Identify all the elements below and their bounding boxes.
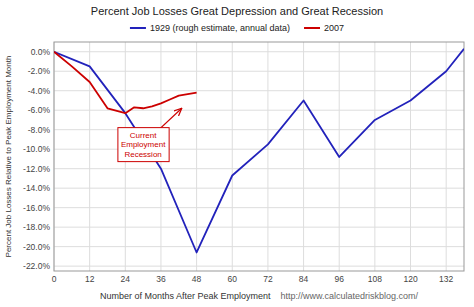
annotation-line: Current bbox=[130, 131, 157, 140]
annotation-text: CurrentEmploymentRecession bbox=[121, 131, 166, 159]
y-grid-line bbox=[54, 168, 464, 169]
y-tick-label: -6.0% bbox=[28, 105, 51, 115]
y-grid-line bbox=[54, 90, 464, 91]
y-tick-label: -10.0% bbox=[23, 144, 50, 154]
lines bbox=[54, 49, 464, 253]
x-grid-line bbox=[232, 42, 233, 271]
x-tick-label: 60 bbox=[228, 274, 238, 284]
y-tick-label: -20.0% bbox=[23, 242, 50, 252]
legend-swatch bbox=[130, 27, 146, 29]
y-tick-label: -16.0% bbox=[23, 203, 50, 213]
x-tick-label: 72 bbox=[263, 274, 273, 284]
x-grid-line bbox=[267, 42, 268, 271]
x-tick-label: 36 bbox=[156, 274, 166, 284]
y-grid-line bbox=[54, 149, 464, 150]
x-tick-label: 96 bbox=[334, 274, 344, 284]
y-grid-line bbox=[54, 227, 464, 228]
watermark: http://www.calculatedriskblog.com/ bbox=[281, 291, 419, 301]
title: Percent Job Losses Great Depression and … bbox=[91, 5, 383, 17]
y-tick-label: -14.0% bbox=[23, 183, 50, 193]
y-tick-label: -22.0% bbox=[23, 261, 50, 271]
plot-frame bbox=[54, 42, 464, 271]
x-grid-line bbox=[410, 42, 411, 271]
annotation: CurrentEmploymentRecession bbox=[118, 108, 182, 161]
y-tick-label: -8.0% bbox=[28, 125, 51, 135]
x-tick-label: 12 bbox=[85, 274, 95, 284]
y-grid-line bbox=[54, 207, 464, 208]
legend: 1929 (rough estimate, annual data) 2007 bbox=[130, 23, 344, 33]
x-grid-line bbox=[446, 42, 447, 271]
x-tick-label: 48 bbox=[192, 274, 202, 284]
y-grid-line bbox=[54, 51, 464, 52]
series-line bbox=[54, 49, 464, 253]
x-grid-line bbox=[89, 42, 90, 271]
annotation-line: Employment bbox=[121, 140, 166, 149]
y-grid-line bbox=[54, 246, 464, 247]
x-grid-line bbox=[196, 42, 197, 271]
x-grid-line bbox=[303, 42, 304, 271]
annotation-box bbox=[118, 128, 169, 162]
y-grid-line bbox=[54, 266, 464, 267]
x-tick-label: 0 bbox=[52, 274, 57, 284]
legend-swatch bbox=[304, 27, 320, 29]
x-tick-label: 120 bbox=[403, 274, 417, 284]
series-line bbox=[54, 52, 197, 113]
y-tick-label: -4.0% bbox=[28, 86, 51, 96]
x-axis-title: Number of Months After Peak Employment bbox=[100, 291, 271, 301]
annotation-line: Recession bbox=[124, 150, 161, 159]
y-tick-label: -2.0% bbox=[28, 66, 51, 76]
grid bbox=[54, 42, 464, 271]
x-tick-label: 132 bbox=[439, 274, 453, 284]
y-axis-label: Percent Job Losses Relative to Peak Empl… bbox=[4, 56, 13, 258]
x-tick-label: 24 bbox=[121, 274, 131, 284]
x-axis-label: Number of Months After Peak Employment ht… bbox=[100, 291, 419, 301]
y-grid-line bbox=[54, 71, 464, 72]
y-grid-line bbox=[54, 129, 464, 130]
y-tick-label: -12.0% bbox=[23, 164, 50, 174]
x-grid-line bbox=[374, 42, 375, 271]
legend-label: 2007 bbox=[324, 23, 344, 33]
x-tick-label: 108 bbox=[368, 274, 382, 284]
y-grid-line bbox=[54, 188, 464, 189]
legend-label: 1929 (rough estimate, annual data) bbox=[150, 23, 290, 33]
chart: Percent Job Losses Great Depression and … bbox=[0, 0, 474, 307]
y-tick-label: -18.0% bbox=[23, 222, 50, 232]
y-tick-label: 0.0% bbox=[31, 47, 51, 57]
x-tick-label: 84 bbox=[299, 274, 309, 284]
